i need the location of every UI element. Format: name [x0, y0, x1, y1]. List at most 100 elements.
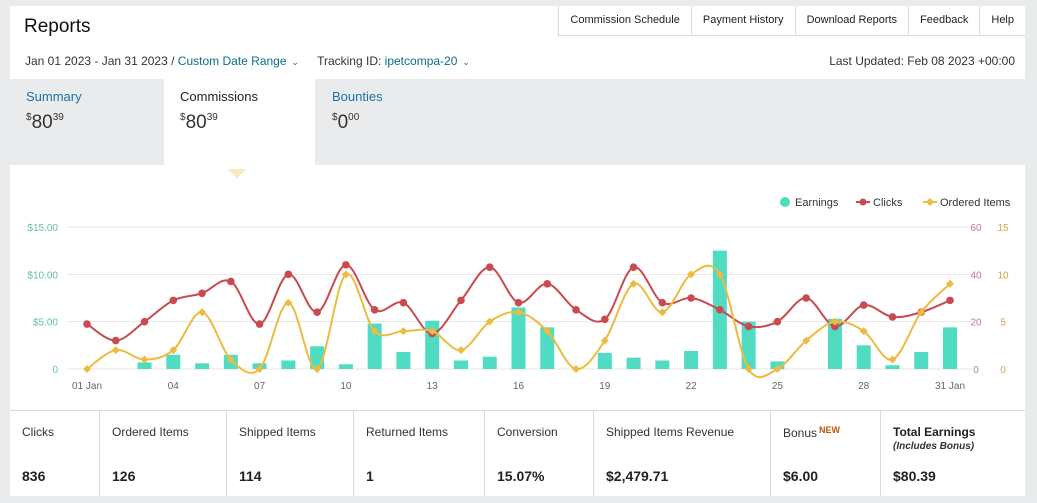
y-left-tick-label: $10.00	[27, 270, 58, 281]
tracking-id-dropdown[interactable]: ipetcompa-20 ⌄	[385, 54, 470, 68]
payment-history-link[interactable]: Payment History	[690, 6, 795, 36]
stat-bonus: Bonus NEW $6.00	[771, 411, 881, 496]
clicks-point	[399, 298, 408, 307]
help-link[interactable]: Help	[979, 6, 1025, 36]
stat-sublabel: (Includes Bonus)	[893, 441, 975, 452]
currency-symbol: $	[180, 112, 186, 123]
y-right-items-tick-label: 0	[1000, 365, 1006, 376]
tab-commissions-amount: $8039	[180, 112, 315, 134]
tab-summary-label: Summary	[26, 89, 82, 104]
feedback-link[interactable]: Feedback	[908, 6, 980, 36]
ordered-items-point	[111, 346, 120, 355]
ordered-items-point	[284, 298, 293, 307]
stat-label: Conversion	[497, 425, 558, 439]
tab-bounties-label: Bounties	[332, 89, 383, 104]
stat-shipped-items: Shipped Items 114	[227, 411, 354, 496]
ordered-items-point	[600, 336, 609, 345]
earnings-bar	[453, 360, 468, 369]
clicks-point	[342, 261, 350, 269]
earnings-bar	[626, 357, 641, 369]
x-tick-label: 10	[340, 381, 352, 392]
earnings-bar	[195, 363, 210, 369]
y-right-clicks-tick-label: 20	[970, 318, 982, 329]
clicks-point	[111, 336, 120, 345]
stat-label: Bonus NEW	[783, 425, 880, 440]
y-left-tick-label: 0	[52, 365, 58, 376]
ordered-items-point	[514, 308, 523, 317]
ordered-items-point	[370, 327, 379, 336]
stat-label: Ordered Items	[112, 425, 189, 439]
clicks-point	[140, 317, 149, 326]
tab-summary-amount: $8039	[26, 112, 161, 134]
y-left-tick-label: $15.00	[27, 223, 58, 234]
amount-cents: 39	[52, 112, 64, 123]
clicks-point	[313, 308, 321, 316]
clicks-point	[744, 322, 753, 331]
tab-commissions[interactable]: Commissions $8039	[164, 79, 315, 169]
earnings-bar	[540, 327, 555, 369]
top-nav: Commission Schedule Payment History Down…	[558, 6, 1025, 36]
custom-date-range-dropdown[interactable]: Custom Date Range ⌄	[178, 54, 299, 68]
clicks-point	[227, 277, 235, 286]
stat-label: Clicks	[22, 425, 54, 439]
y-right-items-tick-label: 15	[997, 223, 1009, 234]
earnings-bar	[396, 351, 411, 369]
earnings-bar	[684, 351, 699, 369]
tab-summary[interactable]: Summary $8039	[10, 79, 161, 165]
ordered-items-point	[83, 365, 91, 373]
ordered-items-point	[687, 270, 696, 279]
stat-value: 126	[112, 468, 136, 484]
tab-bounties-amount: $000	[332, 112, 467, 134]
ordered-items-point	[859, 327, 868, 336]
clicks-point	[859, 301, 868, 309]
stat-value: $6.00	[783, 468, 819, 484]
ordered-items-point	[399, 327, 408, 336]
legend-marker	[859, 198, 867, 206]
clicks-point	[687, 294, 695, 302]
earnings-bar	[367, 323, 382, 369]
ordered-items-point	[341, 270, 350, 279]
clicks-point	[601, 315, 609, 324]
earnings-chart: $15.00 60 15 $10.00 40 10 $5.00 20 5 0 0 0 01 Jan 04 0…	[27, 197, 1011, 392]
y-right-clicks-tick-label: 0	[973, 365, 979, 376]
chevron-down-icon: ⌄	[462, 57, 470, 67]
reports-card: Reports Commission Schedule Payment Hist…	[10, 6, 1025, 496]
download-reports-link[interactable]: Download Reports	[794, 6, 909, 36]
clicks-point	[370, 306, 379, 314]
legend-marker	[780, 197, 790, 207]
legend-label: Clicks	[873, 197, 903, 209]
earnings-bar	[338, 364, 353, 369]
x-tick-label: 25	[772, 381, 784, 392]
x-tick-label: 28	[858, 381, 870, 392]
y-right-items-tick-label: 10	[997, 270, 1009, 281]
x-tick-label: 07	[254, 381, 266, 392]
amount-whole: 80	[31, 112, 53, 133]
stat-label-text: Total Earnings	[893, 425, 976, 439]
stat-label: Returned Items	[366, 425, 449, 439]
ordered-items-point	[198, 308, 207, 317]
ordered-items-point	[888, 355, 897, 364]
stat-ordered-items: Ordered Items 126	[100, 411, 227, 496]
ordered-items-point	[802, 336, 811, 345]
stat-value: 1	[366, 468, 374, 484]
x-tick-label: 04	[168, 381, 180, 392]
stat-conversion: Conversion 15.07%	[485, 411, 594, 496]
y-right-clicks-tick-label: 40	[970, 270, 982, 281]
currency-symbol: $	[26, 112, 32, 123]
y-left-tick-label: $5.00	[33, 318, 58, 329]
ordered-items-point	[456, 346, 465, 355]
stat-value: 114	[239, 468, 262, 484]
earnings-bar	[943, 327, 957, 369]
ordered-items-point	[773, 365, 782, 373]
earnings-bar	[281, 360, 296, 369]
clicks-point	[255, 320, 264, 328]
page-title: Reports	[24, 16, 91, 37]
tab-bounties[interactable]: Bounties $000	[316, 79, 467, 165]
earnings-bar	[827, 318, 842, 369]
clicks-point	[802, 294, 810, 302]
commission-schedule-link[interactable]: Commission Schedule	[558, 6, 691, 36]
earnings-bar	[166, 354, 181, 369]
active-tab-caret	[228, 169, 246, 179]
stat-total-earnings: Total Earnings (Includes Bonus) $80.39	[881, 411, 1025, 496]
currency-symbol: $	[332, 112, 338, 123]
